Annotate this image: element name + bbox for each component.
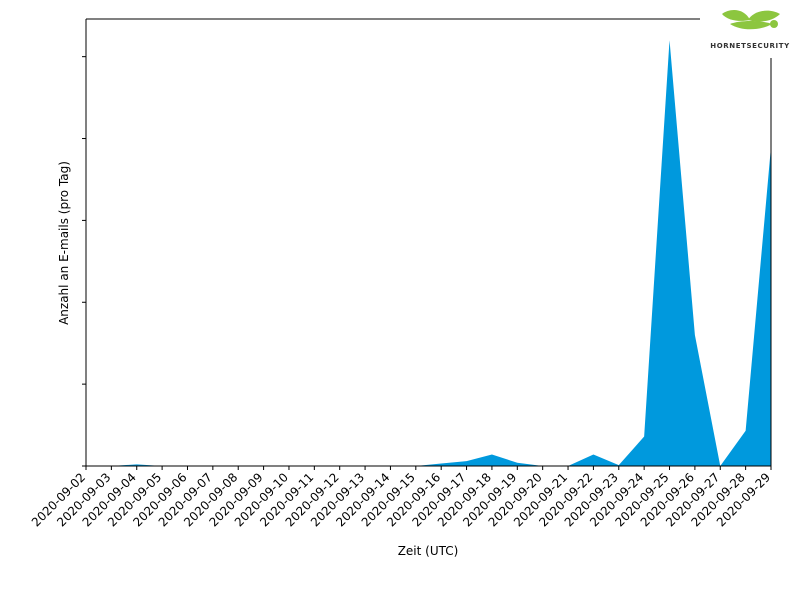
axes (85, 18, 772, 467)
logo-text: HORNETSECURITY (710, 42, 790, 50)
hornetsecurity-logo: HORNETSECURITY (700, 4, 800, 58)
y-axis-label: Anzahl an E-mails (pro Tag) (57, 161, 71, 325)
x-axis-ticks: 2020-09-022020-09-032020-09-042020-09-05… (29, 466, 773, 529)
area-series (86, 40, 771, 466)
y-axis-ticks (82, 56, 86, 467)
area-series-layer (86, 40, 771, 466)
x-axis-label: Zeit (UTC) (398, 544, 459, 558)
hornet-icon (722, 10, 780, 30)
